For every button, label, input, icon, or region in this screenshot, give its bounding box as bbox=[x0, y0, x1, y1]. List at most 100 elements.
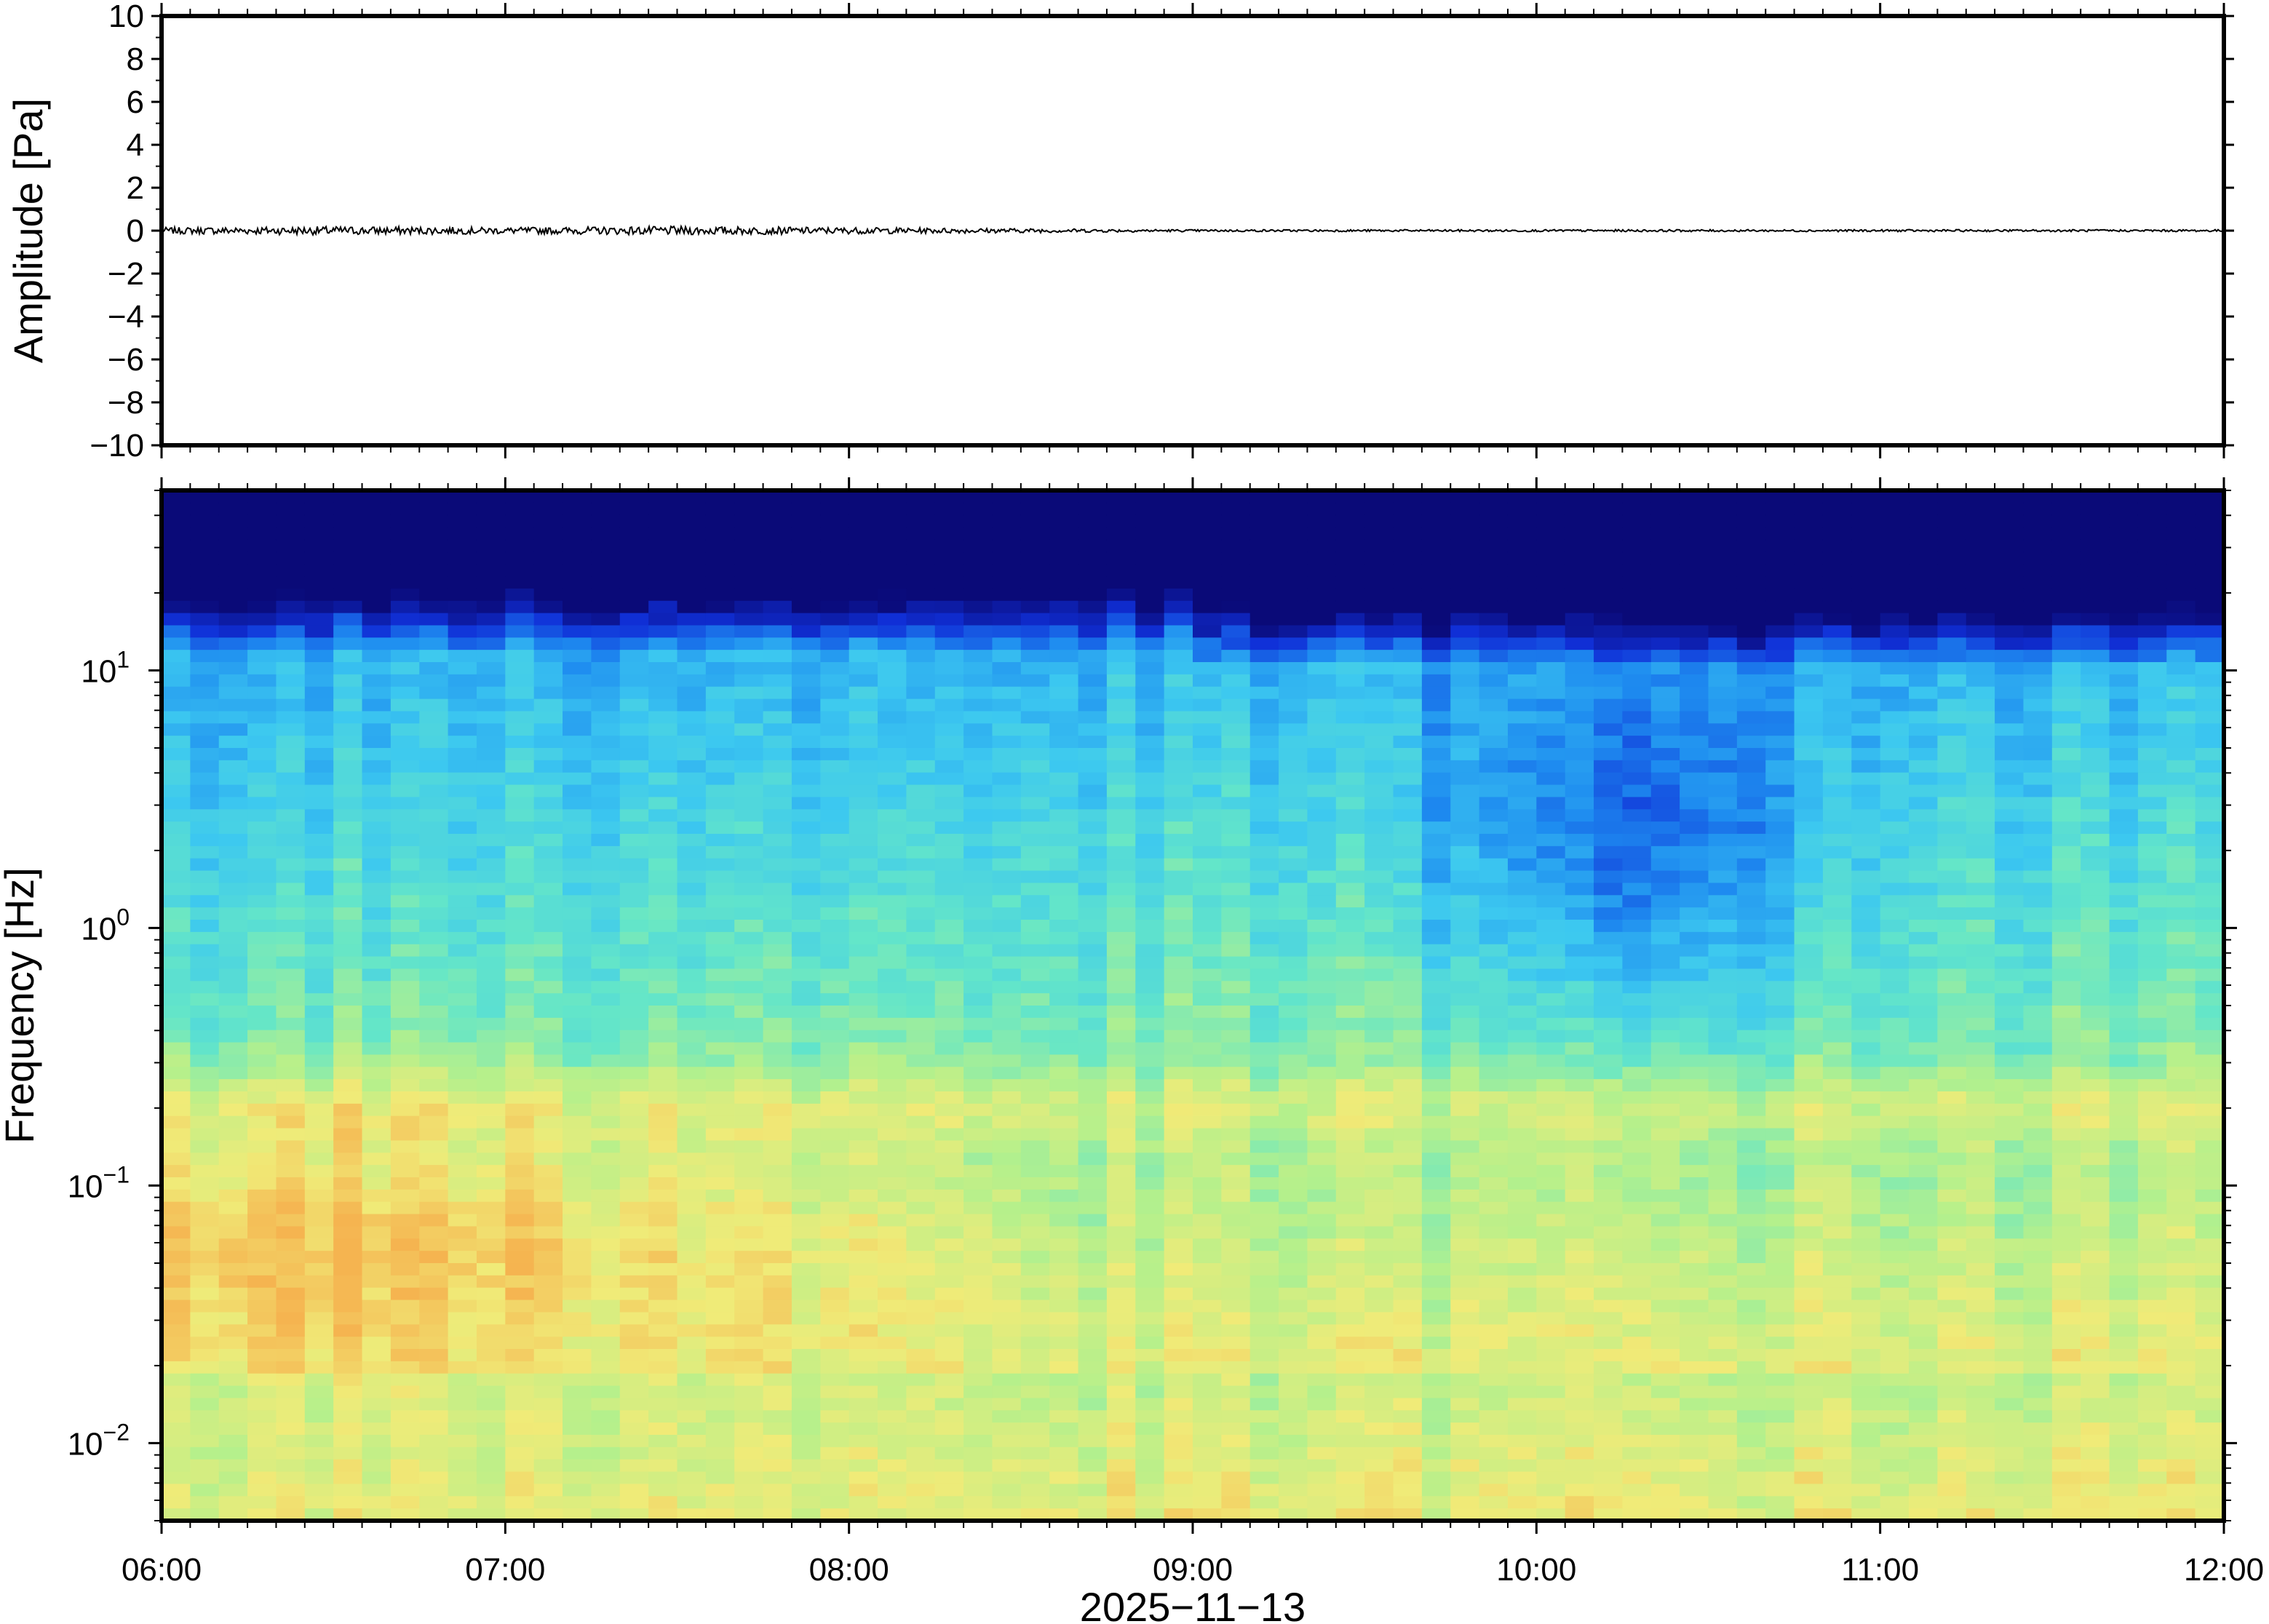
spectrogram-cell bbox=[247, 502, 277, 516]
spectrogram-cell bbox=[992, 920, 1022, 933]
spectrogram-cell bbox=[563, 1446, 592, 1460]
spectrogram-cell bbox=[992, 1226, 1022, 1240]
spectrogram-cell bbox=[276, 809, 306, 822]
spectrogram-cell bbox=[734, 968, 764, 982]
spectrogram-cell bbox=[878, 1177, 907, 1190]
spectrogram-cell bbox=[276, 845, 306, 859]
spectrogram-cell bbox=[1049, 552, 1079, 565]
spectrogram-cell bbox=[247, 1091, 277, 1104]
spectrogram-cell bbox=[1106, 883, 1137, 896]
spectrogram-cell bbox=[1650, 1201, 1680, 1215]
spectrogram-cell bbox=[1765, 1017, 1795, 1031]
spectrogram-cell bbox=[1680, 1373, 1709, 1387]
spectrogram-cell bbox=[619, 858, 649, 872]
spectrogram-cell bbox=[1364, 1324, 1394, 1337]
spectrogram-cell bbox=[1565, 1030, 1594, 1043]
spectrogram-cell bbox=[648, 650, 678, 663]
spectrogram-cell bbox=[1164, 723, 1193, 736]
spectrogram-cell bbox=[247, 858, 277, 872]
spectrogram-cell bbox=[1421, 809, 1452, 822]
spectrogram-cell bbox=[992, 539, 1022, 553]
spectrogram-cell bbox=[1765, 1496, 1795, 1509]
spectrogram-cell bbox=[1708, 502, 1738, 516]
spectrogram-cell bbox=[992, 613, 1022, 626]
spectrogram-cell bbox=[1307, 514, 1337, 528]
spectrogram-cell bbox=[1135, 1017, 1165, 1031]
spectrogram-cell bbox=[304, 1446, 334, 1460]
spectrogram-cell bbox=[906, 1508, 936, 1521]
spectrogram-cell bbox=[934, 1006, 964, 1019]
spectrogram-cell bbox=[1307, 1422, 1337, 1436]
spectrogram-cell bbox=[705, 588, 736, 602]
spectrogram-cell bbox=[333, 588, 363, 602]
spectrogram-cell bbox=[849, 809, 878, 822]
spectrogram-cell bbox=[677, 1275, 707, 1289]
spectrogram-cell bbox=[505, 1459, 535, 1473]
spectrogram-cell bbox=[448, 1115, 477, 1129]
spectrogram-cell bbox=[1622, 1496, 1652, 1509]
spectrogram-cell bbox=[1680, 858, 1709, 872]
spectrogram-cell bbox=[1536, 784, 1566, 798]
spectrogram-cell bbox=[849, 1385, 878, 1399]
spectrogram-cell bbox=[1680, 1067, 1709, 1080]
spectrogram-cell bbox=[1364, 772, 1394, 786]
spectrogram-cell bbox=[705, 1299, 736, 1313]
spectrogram-cell bbox=[934, 490, 964, 503]
spectrogram-cell bbox=[1164, 931, 1193, 945]
spectrogram-cell bbox=[190, 1153, 220, 1166]
spectrogram-cell bbox=[963, 1226, 993, 1240]
spectrogram-cell bbox=[878, 686, 907, 700]
spectrogram-cell bbox=[218, 514, 248, 528]
spectrogram-cell bbox=[934, 1324, 964, 1337]
spectrogram-cell bbox=[1594, 698, 1624, 712]
spectrogram-cell bbox=[1565, 1410, 1594, 1423]
spectrogram-cell bbox=[677, 1361, 707, 1374]
spectrogram-cell bbox=[1106, 1324, 1137, 1337]
spectrogram-cell bbox=[1078, 821, 1108, 835]
spectrogram-cell bbox=[1049, 1349, 1079, 1362]
spectrogram-cell bbox=[1078, 1238, 1108, 1251]
spectrogram-cell bbox=[1335, 576, 1365, 589]
spectrogram-cell bbox=[1421, 625, 1452, 639]
spectrogram-cell bbox=[1221, 858, 1251, 872]
spectrogram-cell bbox=[878, 1435, 907, 1448]
spectrogram-cell bbox=[276, 502, 306, 516]
spectrogram-cell bbox=[1164, 1435, 1193, 1448]
spectrogram-cell bbox=[1765, 650, 1795, 663]
spectrogram-cell bbox=[1193, 1361, 1223, 1374]
spectrogram-cell bbox=[1708, 600, 1738, 614]
spectrogram-cell bbox=[1421, 1054, 1452, 1068]
spectrogram-cell bbox=[963, 576, 993, 589]
spectrogram-cell bbox=[1335, 1446, 1365, 1460]
spectrogram-cell bbox=[1393, 1459, 1423, 1473]
spectrogram-cell bbox=[619, 1398, 649, 1412]
spectrogram-cell bbox=[1078, 1214, 1108, 1227]
spectrogram-cell bbox=[791, 662, 822, 675]
spectrogram-cell bbox=[218, 1189, 248, 1203]
spectrogram-cell bbox=[1106, 662, 1137, 675]
spectrogram-cell bbox=[763, 1385, 792, 1399]
spectrogram-cell bbox=[563, 1030, 592, 1043]
spectrogram-cell bbox=[734, 564, 764, 577]
spectrogram-cell bbox=[1450, 845, 1480, 859]
spectrogram-cell bbox=[1393, 1287, 1423, 1301]
spectrogram-cell bbox=[1450, 1042, 1480, 1056]
spectrogram-cell bbox=[1364, 1006, 1394, 1019]
spectrogram-cell bbox=[162, 711, 191, 725]
spectrogram-cell bbox=[763, 1226, 792, 1240]
spectrogram-cell bbox=[1049, 1140, 1079, 1154]
spectrogram-cell bbox=[1106, 625, 1137, 639]
spectrogram-cell bbox=[878, 564, 907, 577]
spectrogram-cell bbox=[1279, 1091, 1308, 1104]
spectrogram-cell bbox=[992, 1165, 1022, 1178]
spectrogram-cell bbox=[820, 637, 850, 650]
spectrogram-cell bbox=[1193, 1484, 1223, 1497]
spectrogram-cell bbox=[362, 1079, 392, 1092]
spectrogram-cell bbox=[934, 502, 964, 516]
spectrogram-cell bbox=[533, 1214, 563, 1227]
spectrogram-cell bbox=[333, 698, 363, 712]
spectrogram-cell bbox=[906, 625, 936, 639]
spectrogram-cell bbox=[533, 944, 563, 958]
spectrogram-cell bbox=[934, 723, 964, 736]
spectrogram-cell bbox=[1135, 1508, 1165, 1521]
